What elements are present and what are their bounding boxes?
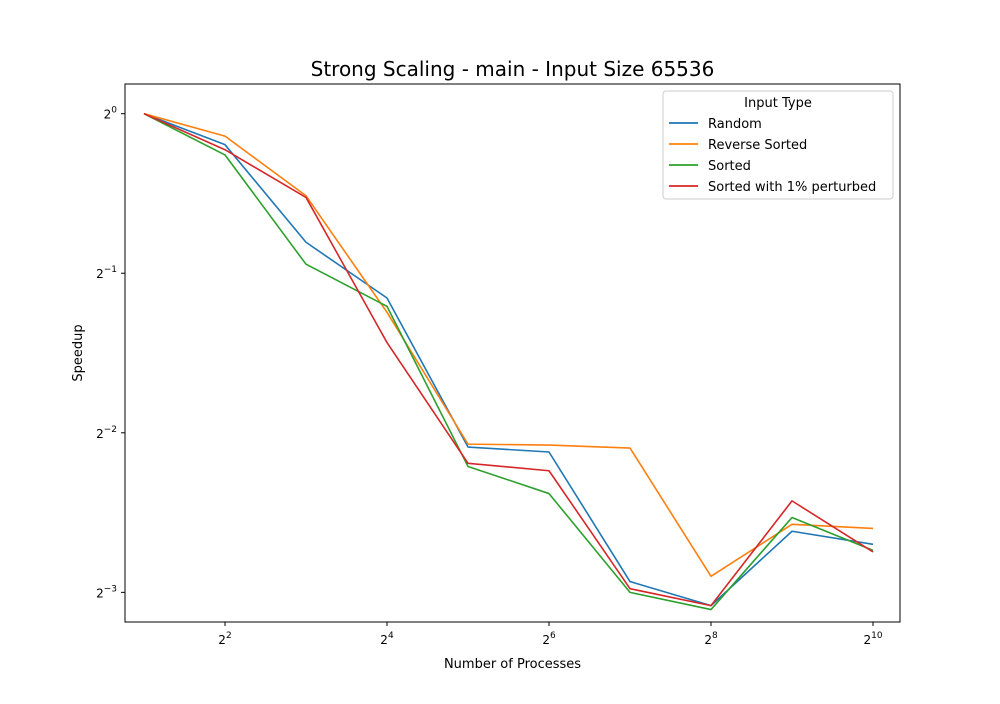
tick-exponent: 6 <box>550 631 556 641</box>
legend-label: Random <box>708 117 762 132</box>
series-lines <box>143 112 874 611</box>
x-axis-ticks: 22 24 26 28 210 <box>218 622 883 647</box>
y-axis-ticks: 202−12−22−3 <box>96 106 125 600</box>
legend-label: Sorted <box>708 159 751 174</box>
tick-exponent: −1 <box>104 265 117 275</box>
y-tick-label: 2−1 <box>96 265 117 281</box>
tick-base: 2 <box>96 267 104 281</box>
tick-base: 2 <box>218 633 226 647</box>
chart-title: Strong Scaling - main - Input Size 65536 <box>311 57 715 81</box>
legend-label: Reverse Sorted <box>708 138 807 153</box>
x-tick-label: 22 <box>218 631 231 647</box>
tick-base: 2 <box>863 633 871 647</box>
legend-entries: Random Reverse Sorted Sorted Sorted with 1%… <box>669 117 876 195</box>
tick-exponent: 8 <box>712 631 718 641</box>
legend-title: Input Type <box>744 96 812 111</box>
legend-label: Sorted with 1% perturbed <box>708 180 876 195</box>
tick-exponent: 10 <box>871 631 883 641</box>
x-tick-label: 210 <box>863 631 882 647</box>
legend-frame <box>662 90 894 200</box>
tick-base: 2 <box>96 586 104 600</box>
legend: Input Type Random Reverse Sorted Sorted Sor… <box>662 90 894 200</box>
y-axis-label: Speedup <box>71 324 86 381</box>
tick-exponent: −2 <box>104 425 117 435</box>
y-tick-label: 2−2 <box>96 425 117 441</box>
y-tick-label: 20 <box>104 106 118 122</box>
plot-area-frame <box>124 83 901 623</box>
tick-base: 2 <box>704 633 712 647</box>
tick-base: 2 <box>96 427 104 441</box>
tick-exponent: 4 <box>388 631 394 641</box>
series-line-sorted-with-1-perturbed <box>143 112 874 607</box>
tick-base: 2 <box>380 633 388 647</box>
x-axis-label: Number of Processes <box>444 657 581 672</box>
y-tick-label: 2−3 <box>96 584 117 600</box>
series-line-reverse-sorted <box>143 112 874 578</box>
x-tick-label: 26 <box>542 631 556 647</box>
tick-exponent: −3 <box>104 584 117 594</box>
tick-exponent: 0 <box>111 106 117 116</box>
x-tick-label: 28 <box>704 631 718 647</box>
series-line-sorted <box>143 112 874 611</box>
tick-base: 2 <box>542 633 550 647</box>
x-tick-label: 24 <box>380 631 394 647</box>
tick-base: 2 <box>104 108 112 122</box>
series-line-random <box>143 112 874 607</box>
tick-exponent: 2 <box>226 631 232 641</box>
